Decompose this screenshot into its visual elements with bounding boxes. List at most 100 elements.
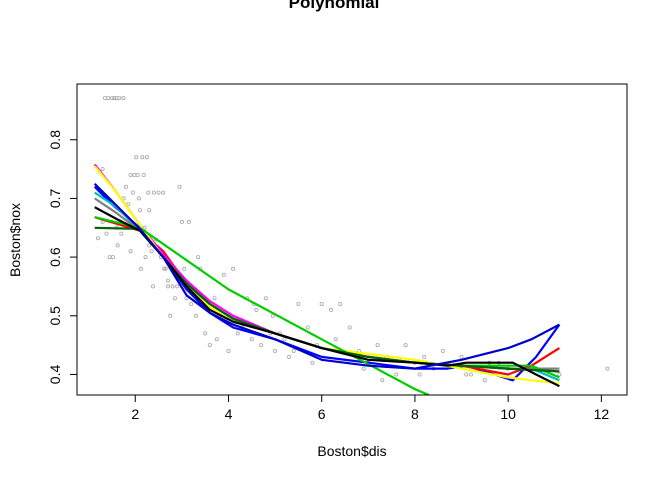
data-point-23 [137, 208, 142, 213]
y-tick-label-0: 0.4 [47, 365, 63, 385]
data-point-103 [196, 255, 201, 260]
data-point-11 [110, 255, 115, 260]
data-point-91 [468, 372, 473, 377]
data-point-59 [226, 348, 231, 353]
data-point-50 [186, 219, 191, 224]
data-point-30 [146, 190, 151, 195]
data-point-3 [112, 96, 117, 101]
data-point-83 [394, 372, 399, 377]
fit-line-10 [93, 183, 560, 370]
data-point-21 [135, 172, 140, 177]
data-point-0 [103, 96, 108, 101]
data-point-48 [182, 266, 187, 271]
data-point-17 [128, 172, 133, 177]
x-tick-label-0: 2 [131, 406, 139, 422]
data-point-41 [165, 284, 170, 289]
data-point-24 [138, 266, 143, 271]
data-point-44 [172, 296, 177, 301]
plot-frame [76, 83, 628, 396]
data-point-47 [179, 219, 184, 224]
data-point-84 [403, 343, 408, 348]
data-point-116 [464, 372, 469, 377]
data-point-5 [117, 96, 122, 101]
fit-line-4 [93, 165, 560, 385]
data-point-25 [140, 155, 145, 160]
data-point-1 [106, 96, 111, 101]
data-point-42 [168, 313, 173, 318]
data-point-31 [147, 208, 152, 213]
data-point-113 [361, 366, 366, 371]
data-point-73 [305, 325, 310, 330]
x-tick-label-5: 12 [594, 406, 610, 422]
data-point-71 [287, 354, 292, 359]
data-point-67 [263, 296, 268, 301]
data-point-20 [134, 155, 139, 160]
data-point-15 [123, 184, 128, 189]
data-point-97 [605, 366, 610, 371]
data-point-28 [143, 255, 148, 260]
data-point-58 [221, 272, 226, 277]
data-point-33 [150, 284, 155, 289]
data-point-2 [110, 96, 115, 101]
data-point-101 [147, 243, 152, 248]
y-tick-label-4: 0.8 [47, 130, 63, 150]
data-point-22 [136, 196, 141, 201]
data-point-102 [165, 278, 170, 283]
x-tick-label-2: 6 [318, 406, 326, 422]
data-point-114 [380, 378, 385, 383]
lines-layer [93, 163, 561, 395]
data-point-56 [212, 296, 217, 301]
data-point-77 [338, 301, 343, 306]
data-point-66 [259, 343, 264, 348]
data-point-29 [144, 155, 149, 160]
data-point-69 [273, 348, 278, 353]
data-point-110 [291, 348, 296, 353]
fit-line-9 [94, 206, 560, 388]
data-point-51 [189, 301, 194, 306]
data-point-109 [282, 337, 287, 342]
data-point-98 [100, 167, 105, 172]
data-point-78 [347, 325, 352, 330]
y-axis: 0.4 0.5 0.6 0.7 0.8 [47, 130, 78, 385]
data-point-19 [132, 172, 137, 177]
data-point-9 [104, 231, 109, 236]
data-point-112 [333, 337, 338, 342]
x-tick-label-1: 4 [225, 406, 233, 422]
data-point-38 [161, 190, 166, 195]
fit-line-6 [94, 216, 430, 395]
data-point-18 [130, 190, 135, 195]
chart-title: Polynomial [289, 0, 380, 12]
y-tick-label-2: 0.6 [47, 247, 63, 267]
data-point-111 [310, 360, 315, 365]
data-point-43 [170, 284, 175, 289]
data-point-10 [107, 255, 112, 260]
data-point-34 [151, 190, 156, 195]
data-point-26 [141, 172, 146, 177]
data-point-52 [193, 313, 198, 318]
data-point-49 [184, 296, 189, 301]
data-point-75 [319, 301, 324, 306]
data-point-16 [126, 202, 131, 207]
data-point-76 [328, 307, 333, 312]
fit-line-0 [93, 185, 561, 382]
data-point-39 [162, 266, 167, 271]
data-point-45 [175, 284, 180, 289]
x-tick-label-4: 10 [500, 406, 516, 422]
data-point-64 [249, 337, 254, 342]
data-point-40 [163, 266, 168, 271]
data-point-105 [214, 337, 219, 342]
data-point-7 [96, 236, 101, 241]
y-axis-title: Boston$nox [7, 203, 23, 277]
data-point-81 [375, 343, 380, 348]
fit-line-1 [94, 216, 560, 376]
data-point-54 [203, 331, 208, 336]
data-point-100 [128, 249, 133, 254]
data-point-86 [422, 354, 427, 359]
data-point-96 [557, 372, 562, 377]
data-point-46 [177, 184, 182, 189]
data-point-36 [156, 190, 161, 195]
data-point-55 [207, 343, 212, 348]
y-tick-label-1: 0.5 [47, 306, 63, 326]
data-point-88 [440, 348, 445, 353]
